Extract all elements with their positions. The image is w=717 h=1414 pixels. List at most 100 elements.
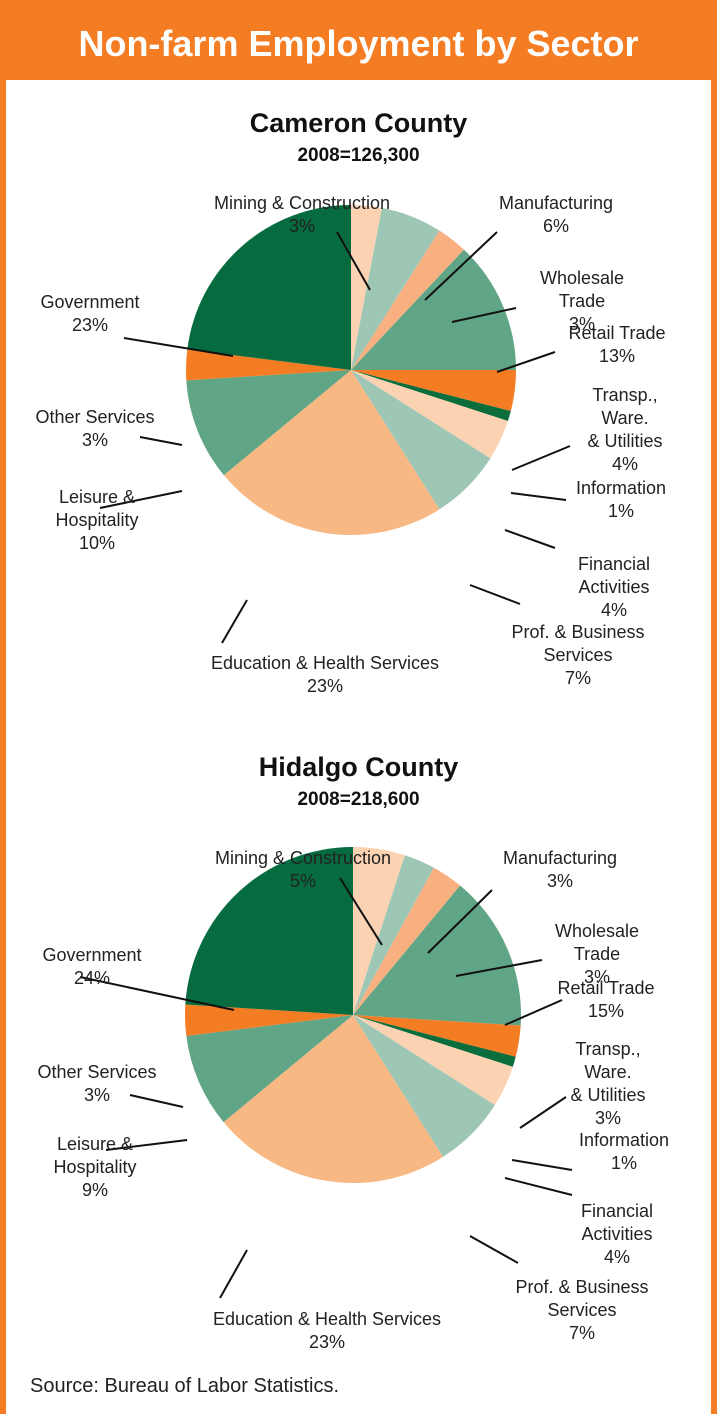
category-label: Mining & Construction: [214, 848, 392, 868]
pie-slice: [187, 205, 351, 370]
slice-label: Prof. & Business Services 7%: [515, 1276, 648, 1345]
slice-label: Financial Activities 4%: [567, 1200, 667, 1269]
slice-label: Wholesale Trade 3%: [515, 267, 650, 336]
chart-subtitle: 2008=218,600: [297, 789, 420, 810]
category-label: Government: [42, 945, 142, 965]
pie-slice: [353, 1015, 513, 1106]
pie-slice: [351, 370, 511, 421]
category-label: Leisure & Hospitality: [55, 487, 139, 530]
leader-line: [139, 436, 183, 446]
value-label: 3%: [568, 314, 595, 334]
category-label: Education & Health Services: [210, 653, 440, 673]
slice-label: Transp., Ware. & Utilities 3%: [554, 1038, 663, 1130]
slice-label: Government 23%: [40, 291, 139, 337]
category-label: Manufacturing: [502, 848, 618, 868]
leader-line: [123, 337, 234, 357]
slice-label: Mining & Construction 5%: [215, 847, 391, 893]
value-label: 3%: [546, 871, 574, 891]
category-label: Mining & Construction: [213, 193, 391, 213]
leader-line: [511, 445, 571, 471]
pie-slice: [353, 885, 522, 1026]
slice-label: Transp., Ware. & Utilities 4%: [579, 384, 671, 476]
value-label: 3%: [81, 430, 109, 450]
leader-line: [79, 976, 235, 1011]
slice-label: Education & Health Services 23%: [213, 1308, 441, 1354]
slice-label: Retail Trade 13%: [568, 322, 665, 368]
pie-slice: [351, 370, 508, 459]
category-label: Retail Trade: [557, 978, 655, 998]
pie-slice: [353, 1015, 495, 1157]
category-label: Wholesale Trade: [554, 921, 640, 964]
leader-line: [451, 307, 517, 323]
leader-line: [105, 1139, 188, 1151]
value-label: 23%: [306, 676, 344, 696]
pie-slice: [353, 867, 461, 1015]
pie-slice: [351, 205, 382, 370]
leader-line: [221, 599, 248, 644]
category-label: Wholesale Trade: [539, 268, 625, 311]
category-label: Prof. & Business Services: [515, 1277, 649, 1320]
leader-line: [519, 1096, 567, 1129]
category-label: Transp., Ware. & Utilities: [587, 385, 663, 451]
chart-title: Hidalgo County: [258, 752, 459, 782]
slice-label: Manufacturing 6%: [499, 192, 613, 238]
slice-label: Leisure & Hospitality 10%: [55, 486, 138, 555]
leader-line: [219, 1249, 248, 1299]
value-label: 4%: [611, 454, 638, 474]
pie-slice: [351, 370, 516, 412]
leader-line: [424, 231, 498, 301]
leader-line: [469, 1235, 519, 1264]
category-label: Other Services: [37, 1062, 157, 1082]
value-label: 23%: [71, 315, 109, 335]
leader-line: [504, 999, 563, 1026]
chart-subtitle: 2008=126,300: [297, 145, 420, 166]
category-label: Financial Activities: [580, 1201, 654, 1244]
pie-slice: [353, 855, 434, 1015]
slice-label: Information 1%: [579, 1129, 669, 1175]
leader-line: [129, 1094, 184, 1108]
slice-label: Retail Trade 15%: [557, 977, 654, 1023]
slice-label: Other Services 3%: [35, 406, 154, 452]
pie-slice: [351, 230, 464, 370]
source: Source: Bureau of Labor Statistics.: [30, 1375, 340, 1397]
pie-slice: [185, 1004, 353, 1037]
pie-slice: [351, 370, 491, 510]
category-label: Leisure & Hospitality: [53, 1134, 137, 1177]
category-label: Retail Trade: [568, 323, 666, 343]
value-label: 9%: [81, 1180, 108, 1200]
category-label: Information: [578, 1130, 670, 1150]
leader-line: [339, 877, 383, 946]
pie-slice: [353, 847, 405, 1015]
value-label: 4%: [603, 1247, 630, 1267]
leader-line: [455, 959, 543, 977]
pie-slice: [353, 1015, 516, 1067]
slice-label: Education & Health Services 23%: [211, 652, 439, 698]
value-label: 1%: [610, 1153, 638, 1173]
value-label: 3%: [583, 967, 610, 987]
value-label: 15%: [587, 1001, 625, 1021]
value-label: 7%: [568, 1323, 595, 1343]
value-label: 10%: [78, 533, 116, 553]
chart-title: Cameron County: [249, 108, 468, 138]
value-label: 7%: [564, 668, 591, 688]
category-label: Other Services: [35, 407, 155, 427]
value-label: 3%: [594, 1108, 621, 1128]
value-label: 1%: [607, 501, 635, 521]
leader-line: [336, 231, 371, 291]
leader-line: [469, 584, 521, 605]
leader-line: [99, 490, 183, 509]
value-label: 3%: [83, 1085, 111, 1105]
slice-label: Other Services 3%: [37, 1061, 156, 1107]
category-label: Government: [40, 292, 140, 312]
slice-label: Government 24%: [42, 944, 141, 990]
category-label: Manufacturing: [498, 193, 614, 213]
pie-slice: [223, 370, 440, 535]
value-label: 24%: [73, 968, 111, 988]
value-label: 5%: [289, 871, 316, 891]
value-label: 3%: [288, 216, 315, 236]
leader-line: [504, 1177, 573, 1196]
slice-label: Financial Activities 4%: [563, 553, 666, 622]
category-label: Information: [575, 478, 667, 498]
